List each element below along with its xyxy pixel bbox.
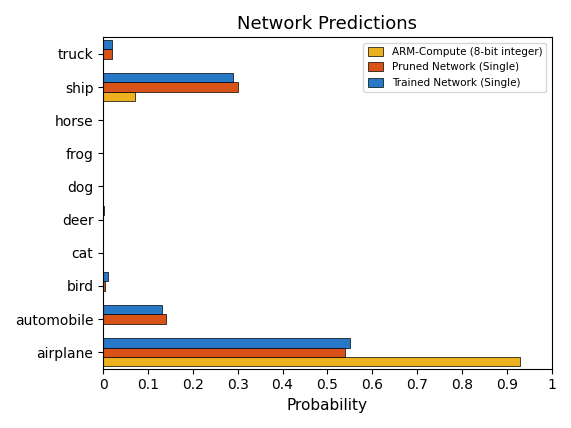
Bar bbox=[103, 73, 233, 83]
Bar bbox=[103, 357, 520, 366]
Bar bbox=[103, 315, 166, 324]
Bar bbox=[103, 206, 104, 215]
Bar bbox=[103, 272, 108, 281]
Bar bbox=[103, 49, 112, 59]
Bar bbox=[103, 83, 238, 92]
Bar bbox=[103, 348, 345, 357]
X-axis label: Probability: Probability bbox=[287, 398, 368, 413]
Bar bbox=[103, 40, 112, 49]
Bar bbox=[103, 281, 106, 291]
Bar bbox=[103, 338, 350, 348]
Legend: ARM-Compute (8-bit integer), Pruned Network (Single), Trained Network (Single): ARM-Compute (8-bit integer), Pruned Netw… bbox=[363, 42, 546, 92]
Bar bbox=[103, 305, 162, 315]
Title: Network Predictions: Network Predictions bbox=[238, 15, 417, 33]
Bar bbox=[103, 92, 135, 101]
